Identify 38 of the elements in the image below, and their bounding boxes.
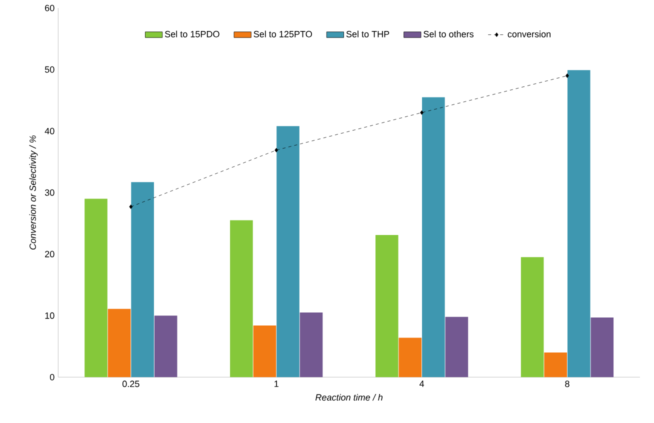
- y-tick-label: 0: [50, 374, 54, 380]
- legend-label: Sel to 125PTO: [254, 30, 312, 38]
- y-tick-label: 60: [45, 4, 54, 12]
- bar: [253, 325, 276, 377]
- legend-label: conversion: [508, 30, 550, 38]
- bar: [300, 312, 323, 377]
- y-tick-label: 20: [45, 250, 54, 258]
- bar: [230, 220, 253, 377]
- y-tick-label: 30: [44, 189, 54, 196]
- bar: [590, 317, 614, 377]
- legend-label: Sel to others: [424, 30, 474, 38]
- bar: [154, 315, 178, 377]
- point: [274, 148, 278, 152]
- y-axis-title: Conversion or Selectivity / %: [29, 135, 38, 250]
- point: [420, 110, 424, 115]
- y-tick-label: 50: [44, 66, 54, 73]
- legend-label: Sel to THP: [346, 30, 390, 38]
- bar: [567, 70, 590, 377]
- y-tick-label: 40: [44, 128, 54, 134]
- x-tick-label: 1: [274, 380, 278, 387]
- bar: [520, 257, 544, 377]
- bar: [84, 198, 108, 377]
- bar: [375, 234, 398, 377]
- bar: [398, 338, 422, 377]
- bar: [108, 308, 131, 377]
- point: [129, 204, 133, 209]
- bar: [422, 97, 445, 377]
- bar: [131, 182, 154, 377]
- x-axis-title: Reaction time / h: [315, 394, 383, 400]
- bar: [276, 126, 300, 377]
- point: [566, 73, 569, 78]
- x-tick-label: 4: [419, 380, 424, 387]
- legend-label: Sel to 15PDO: [164, 30, 220, 38]
- x-tick-label: 0.25: [122, 380, 140, 387]
- x-tick-label: 8: [565, 380, 570, 387]
- y-tick-label: 10: [45, 312, 54, 319]
- bar: [445, 316, 468, 377]
- bar: [544, 352, 567, 377]
